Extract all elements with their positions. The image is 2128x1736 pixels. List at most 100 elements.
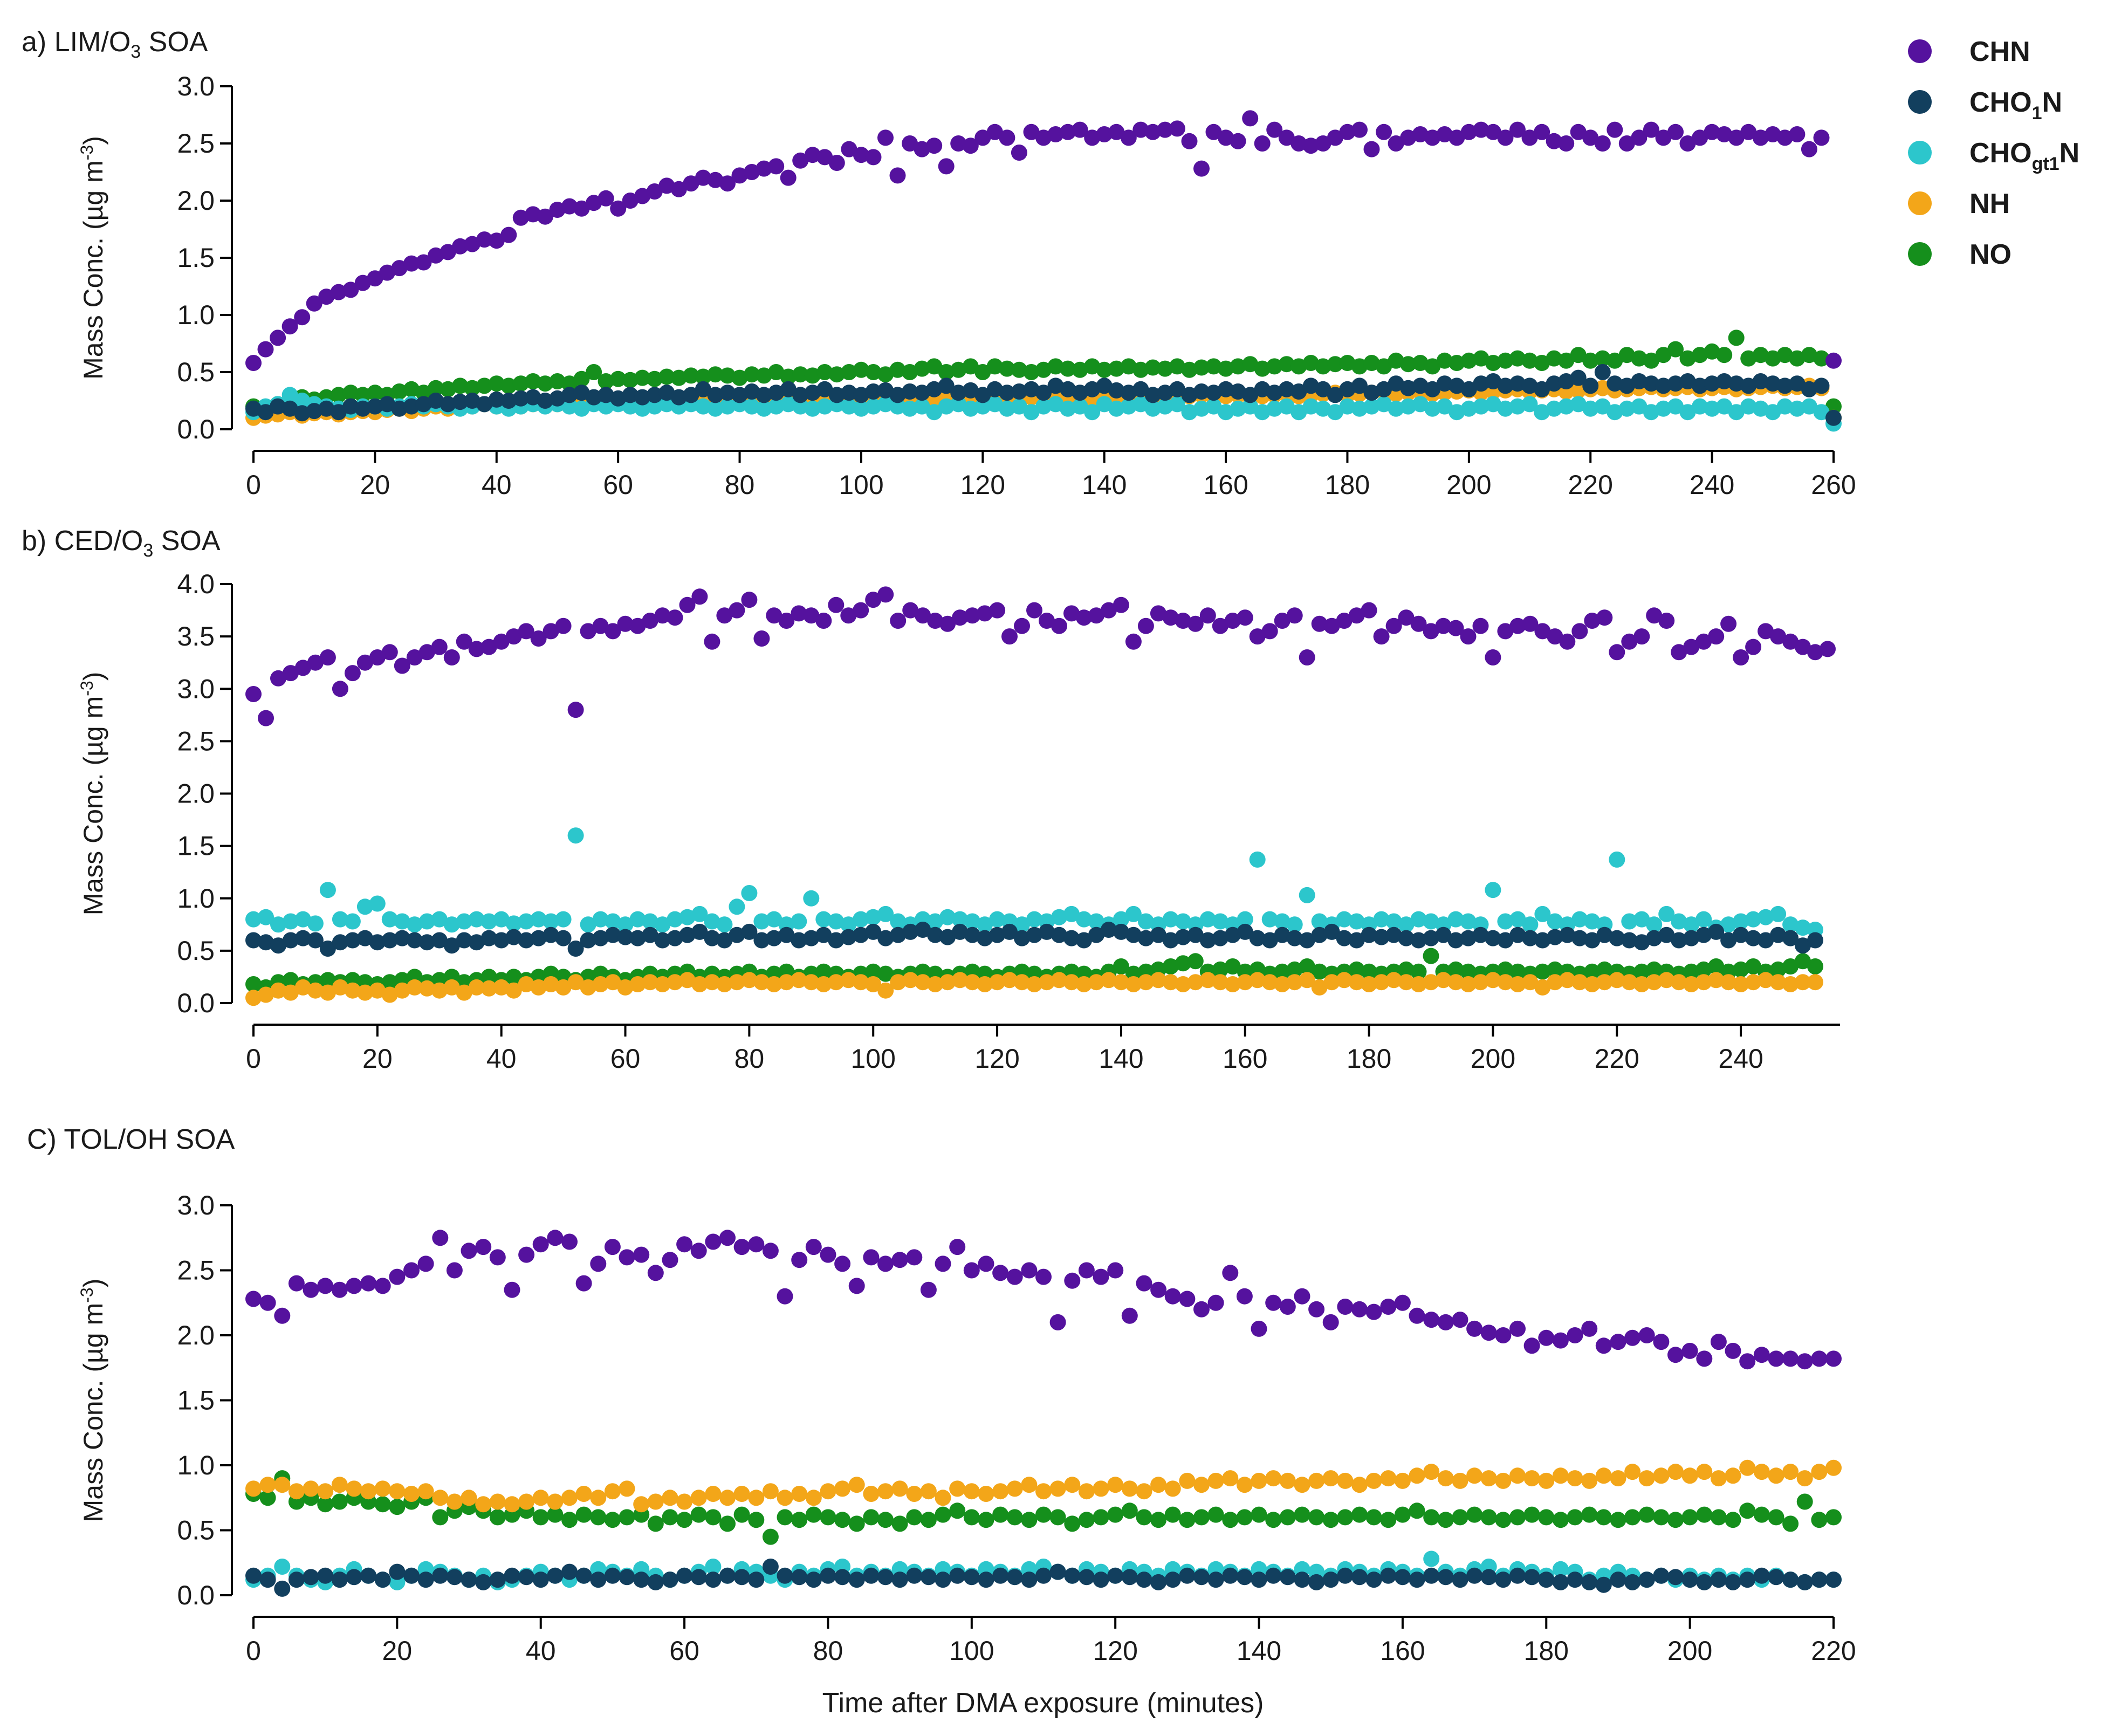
point-chn [1060,123,1076,140]
x-tick-label: 60 [669,1636,699,1666]
point-cho1n [1423,1567,1440,1584]
point-nh [1567,1470,1583,1487]
point-nh [963,1483,980,1500]
point-chn [716,607,733,624]
point-chogt1n [707,400,724,417]
panel-title: b) CED/O3 SOA [22,525,221,561]
point-cho1n [1728,375,1745,392]
point-no [1753,1506,1770,1523]
point-chn [1745,639,1762,655]
point-chn [1509,1320,1526,1337]
point-nh [346,1480,362,1497]
point-chn [1609,644,1625,661]
point-chn [1584,613,1601,629]
point-chn [1424,129,1441,146]
point-cho1n [1424,381,1441,397]
point-chogt1n [1547,913,1563,930]
point-cho1n [294,930,311,946]
point-no [1120,358,1137,375]
point-no [1509,963,1526,980]
point-chogt1n [741,885,758,901]
point-cho1n [504,1567,520,1584]
x-tick-label: 140 [1082,470,1127,500]
point-no [573,370,590,387]
point-cho1n [719,1567,736,1584]
point-cho1n [986,381,1003,397]
point-no [1710,1509,1727,1526]
point-nh [1136,1483,1152,1500]
point-chogt1n [890,913,907,930]
point-chn [1311,615,1328,632]
point-cho1n [704,930,720,946]
point-chn [294,309,311,326]
point-cho1n [683,387,699,403]
point-chn [394,657,410,674]
point-nh [270,982,286,999]
legend-marker [1908,141,1932,164]
point-cho1n [537,393,553,409]
point-chogt1n [865,909,882,925]
point-chn [890,613,907,629]
point-chogt1n [841,398,857,415]
point-cho1n [1667,1569,1684,1586]
point-chn [1497,129,1514,146]
point-nh [1348,974,1365,991]
point-no [1740,350,1757,367]
point-chogt1n [646,398,663,415]
y-tick-label: 1.0 [177,300,215,330]
point-nh [853,974,869,991]
point-cho1n [561,1563,578,1580]
point-chogt1n [1618,400,1635,417]
point-nh [748,1490,765,1506]
point-no [719,367,736,384]
point-nh [1633,976,1650,992]
point-nh [1113,974,1129,991]
point-cho1n [282,400,298,417]
point-cho1n [1801,381,1817,397]
point-nh [1770,974,1787,991]
point-chogt1n [381,911,398,928]
point-chogt1n [1096,396,1113,413]
point-nh [1509,976,1526,992]
point-cho1n [475,1574,492,1590]
point-no [1175,955,1191,972]
point-nh [1261,974,1278,991]
point-chn [468,641,485,657]
point-chn [865,149,882,166]
point-chogt1n [1373,911,1390,928]
point-chn [705,1233,722,1250]
point-cho1n [493,932,510,949]
point-nh [1351,1477,1368,1493]
point-cho1n [1596,927,1613,943]
legend-label: CHO1N [1969,87,2062,123]
point-chn [573,200,590,217]
point-nh [1796,1470,1813,1487]
point-nh [1534,979,1551,996]
point-chn [733,1239,750,1255]
point-no [317,1496,334,1513]
point-chogt1n [294,911,311,928]
point-chn [777,1288,793,1305]
point-cho1n [1107,1567,1124,1584]
point-nh [704,974,720,991]
point-nh [915,974,931,991]
point-no [974,364,991,380]
point-nh [1538,1472,1555,1489]
point-no [428,380,444,396]
point-cho1n [1222,1567,1239,1584]
point-chn [1497,623,1514,640]
point-chogt1n [1169,396,1185,413]
point-chogt1n [1485,882,1501,898]
point-chn [1801,141,1817,157]
point-cho1n [1084,381,1101,397]
point-cho1n [446,1569,463,1586]
point-chogt1n [1758,909,1774,925]
point-cho1n [1063,930,1080,946]
point-chn [1380,1299,1397,1315]
point-no [1497,352,1514,369]
x-tick-label: 220 [1568,470,1613,500]
point-no [1311,963,1328,980]
point-no [1164,1506,1181,1523]
point-nh [762,1483,779,1500]
point-nh [1409,1467,1425,1484]
